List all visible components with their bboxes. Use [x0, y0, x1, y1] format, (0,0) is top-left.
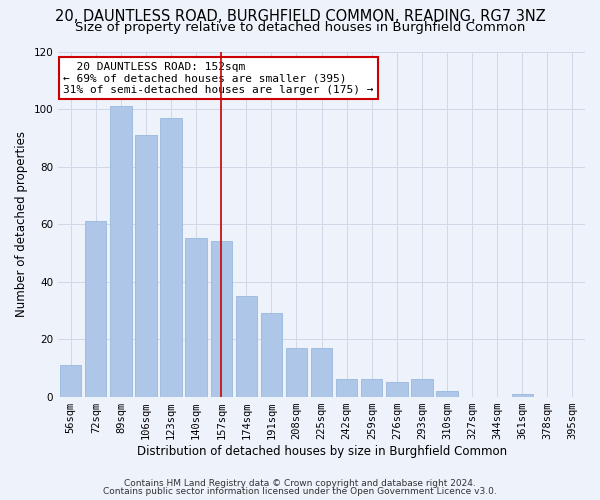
Bar [110, 106, 131, 397]
Bar [336, 380, 358, 396]
Bar [386, 382, 407, 396]
Text: Size of property relative to detached houses in Burghfield Common: Size of property relative to detached ho… [75, 22, 525, 35]
Bar [512, 394, 533, 396]
Y-axis label: Number of detached properties: Number of detached properties [15, 131, 28, 317]
Bar [160, 118, 182, 396]
Bar [311, 348, 332, 397]
Bar [211, 242, 232, 396]
X-axis label: Distribution of detached houses by size in Burghfield Common: Distribution of detached houses by size … [137, 444, 506, 458]
Bar [436, 391, 458, 396]
Text: 20 DAUNTLESS ROAD: 152sqm
← 69% of detached houses are smaller (395)
31% of semi: 20 DAUNTLESS ROAD: 152sqm ← 69% of detac… [64, 62, 374, 95]
Bar [136, 135, 157, 396]
Text: 20, DAUNTLESS ROAD, BURGHFIELD COMMON, READING, RG7 3NZ: 20, DAUNTLESS ROAD, BURGHFIELD COMMON, R… [55, 9, 545, 24]
Bar [286, 348, 307, 397]
Text: Contains public sector information licensed under the Open Government Licence v3: Contains public sector information licen… [103, 487, 497, 496]
Bar [60, 365, 82, 396]
Bar [261, 313, 282, 396]
Bar [361, 380, 382, 396]
Bar [185, 238, 207, 396]
Text: Contains HM Land Registry data © Crown copyright and database right 2024.: Contains HM Land Registry data © Crown c… [124, 478, 476, 488]
Bar [236, 296, 257, 396]
Bar [411, 380, 433, 396]
Bar [85, 221, 106, 396]
